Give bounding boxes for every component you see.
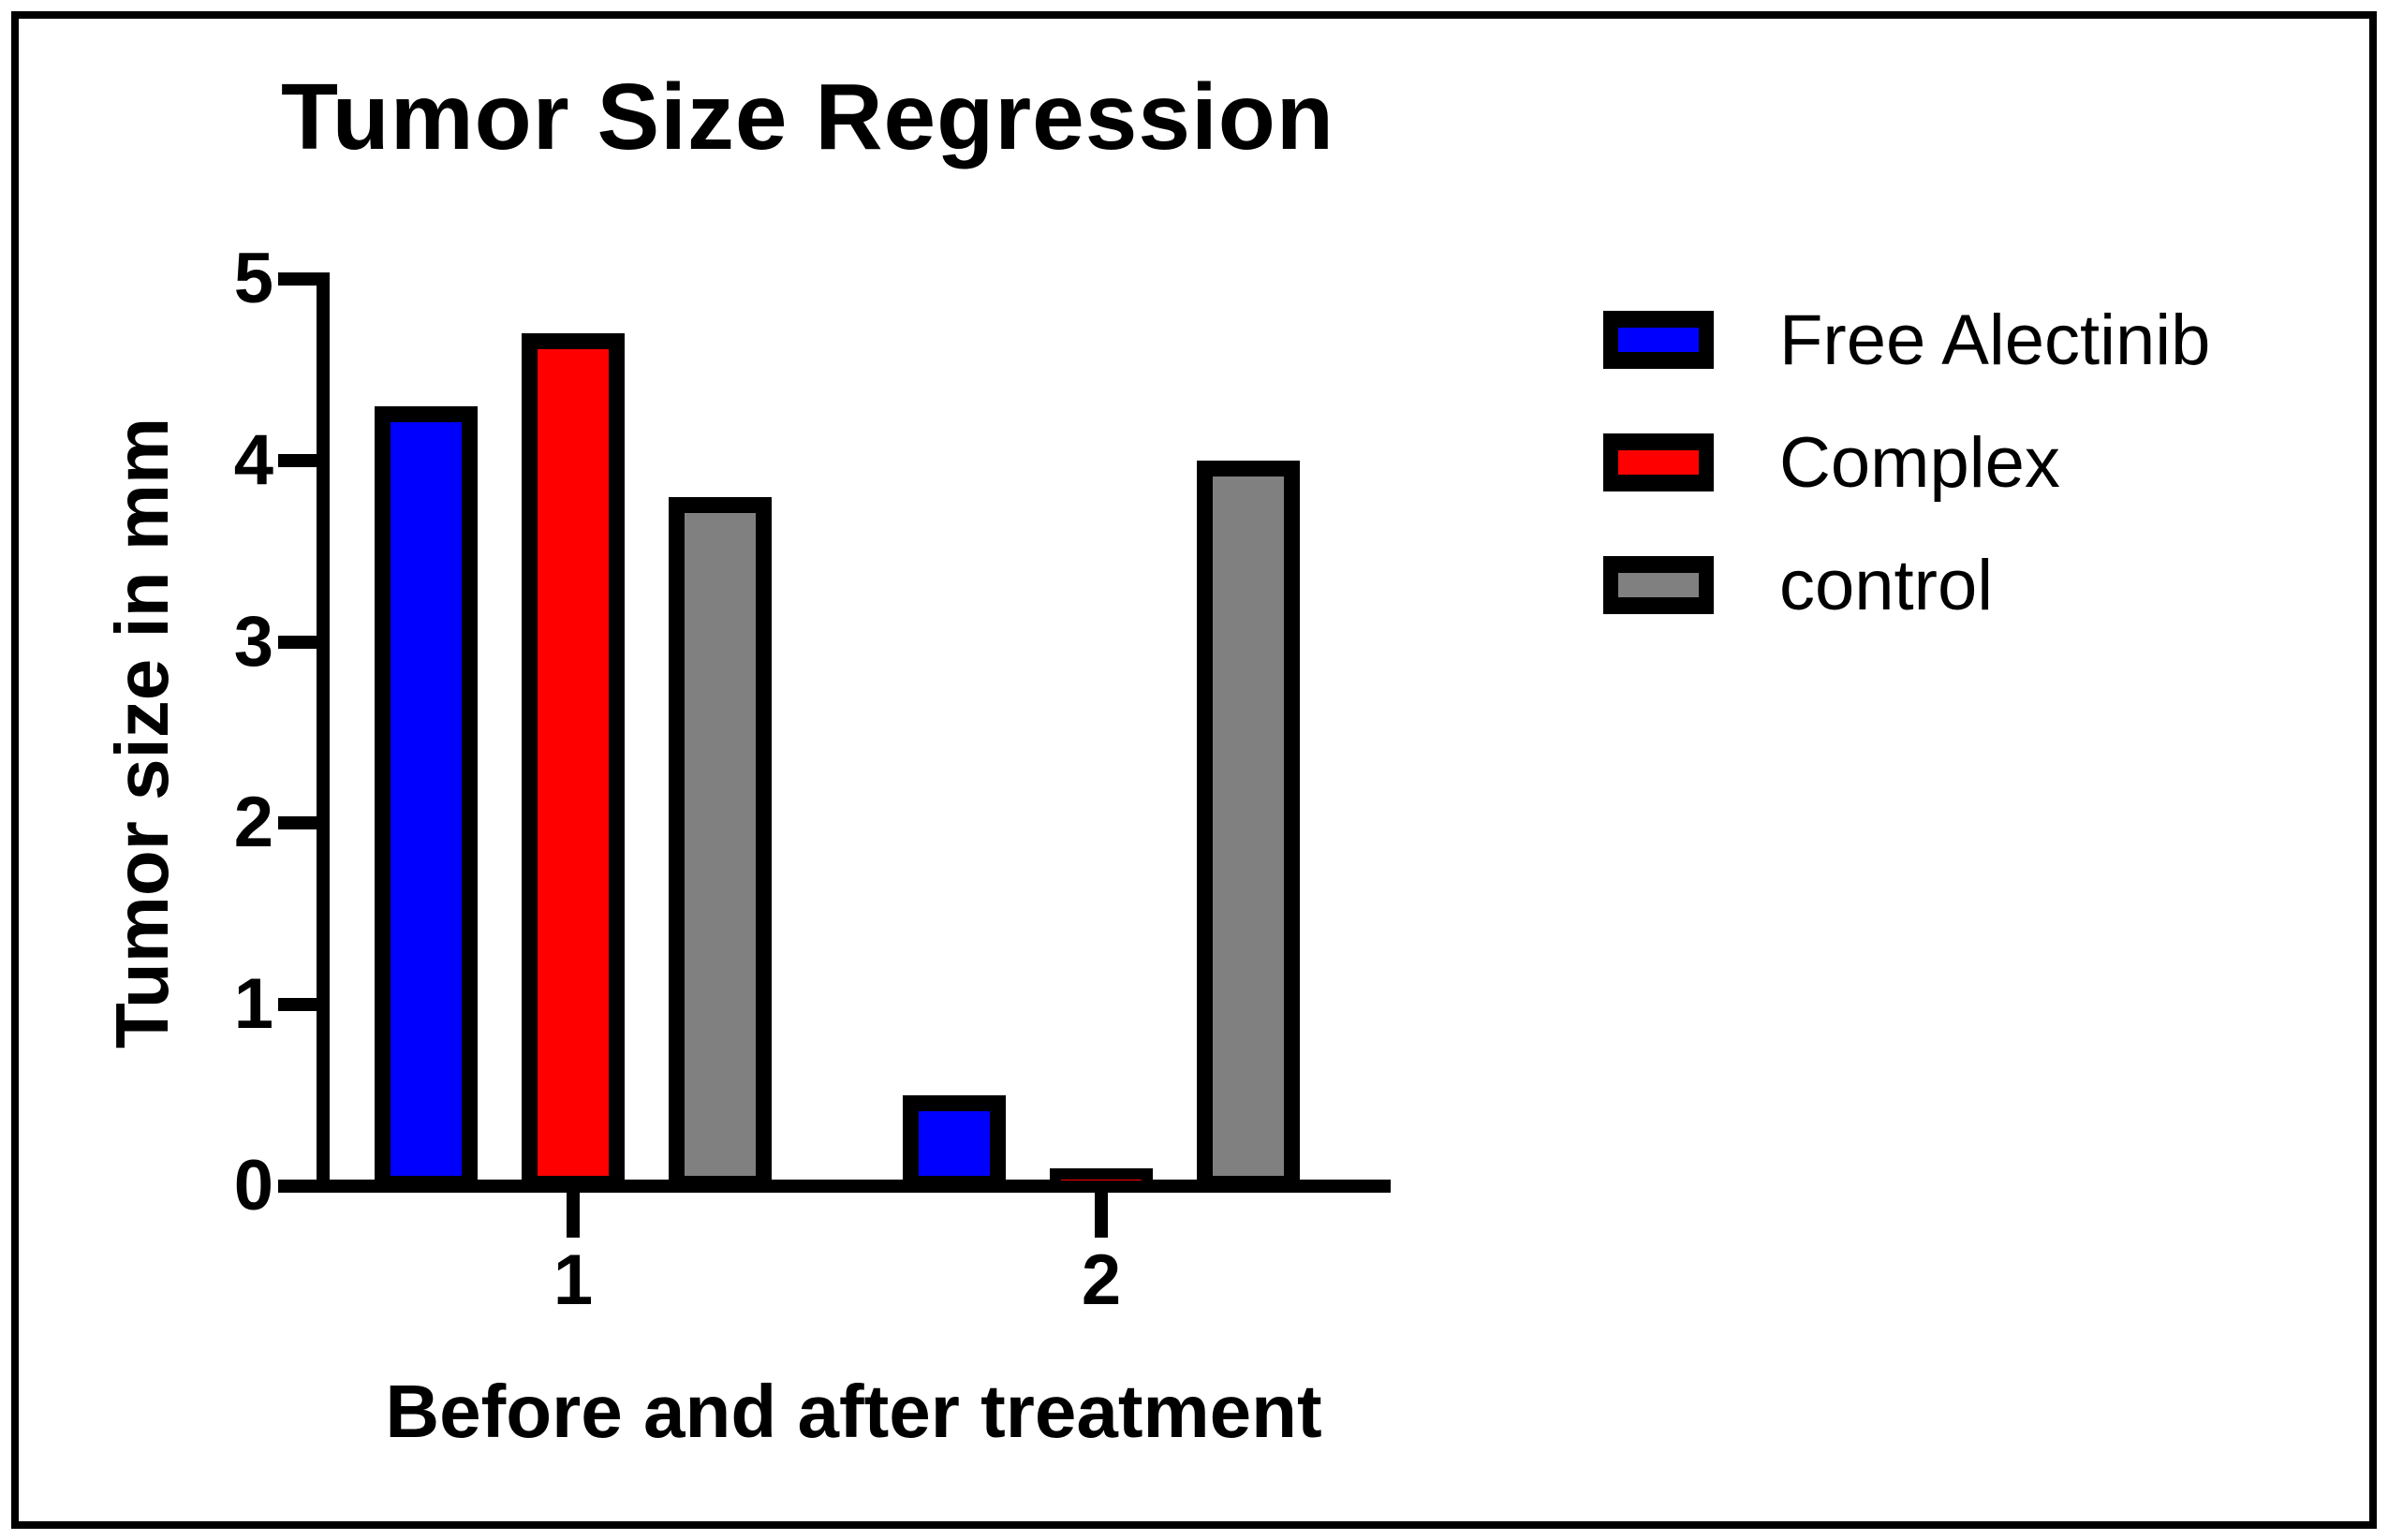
- y-tick-label: 1: [233, 964, 273, 1045]
- y-tick: [278, 635, 323, 649]
- x-tick-label: 1: [553, 1240, 594, 1320]
- bar-complex-group-2: [1050, 1167, 1153, 1192]
- x-tick: [567, 1193, 580, 1238]
- bar-control-group-2: [1197, 460, 1300, 1192]
- y-tick-label: 0: [233, 1146, 273, 1225]
- y-tick: [278, 816, 323, 830]
- y-tick-label: 2: [233, 783, 273, 863]
- y-axis-line: [317, 272, 330, 1193]
- x-tick-label: 2: [1081, 1240, 1122, 1320]
- y-tick-label: 3: [233, 601, 273, 682]
- chart-title: Tumor Size Regression: [281, 65, 1334, 169]
- y-tick-label: 4: [233, 419, 273, 500]
- y-tick: [278, 453, 323, 467]
- x-axis-title: Before and after treatment: [385, 1370, 1322, 1453]
- bar-free-alectinib-group-2: [903, 1095, 1006, 1192]
- bar-free-alectinib-group-1: [375, 405, 478, 1192]
- y-tick: [278, 998, 323, 1012]
- bar-complex-group-1: [522, 333, 625, 1192]
- bar-control-group-1: [669, 496, 772, 1192]
- y-tick: [278, 272, 323, 286]
- y-tick-label: 5: [233, 239, 273, 318]
- outer-border: [11, 11, 2377, 1529]
- x-tick: [1095, 1193, 1108, 1238]
- y-tick: [278, 1180, 323, 1193]
